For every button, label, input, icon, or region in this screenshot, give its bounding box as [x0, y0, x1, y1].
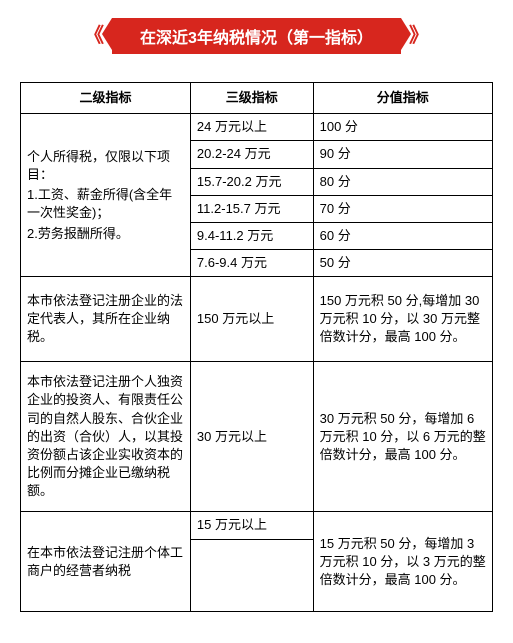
header-col3: 分值指标	[313, 83, 492, 114]
table-row: 本市依法登记注册个人独资企业的投资人、有限责任公司的自然人股东、合伙企业的出资（…	[21, 362, 493, 512]
score-cell: 60 分	[313, 222, 492, 249]
range-cell: 15 万元以上	[190, 512, 313, 539]
desc-line: 1.工资、薪金所得(含全年一次性奖金)；	[27, 186, 184, 222]
header-col1: 二级指标	[21, 83, 191, 114]
rule-cell: 15 万元积 50 分，每增加 3 万元积 10 分，以 3 万元的整倍数计分，…	[313, 512, 492, 612]
rule-cell: 150 万元积 50 分,每增加 30 万元积 10 分，以 30 万元整倍数计…	[313, 277, 492, 362]
table-row: 个人所得税，仅限以下项目： 1.工资、薪金所得(含全年一次性奖金)； 2.劳务报…	[21, 114, 493, 141]
page-banner: 在深近3年纳税情况（第一指标）	[112, 18, 401, 54]
rule-cell: 30 万元积 50 分，每增加 6 万元积 10 分，以 6 万元的整倍数计分，…	[313, 362, 492, 512]
chevron-right-icon: 》	[409, 26, 429, 46]
range-cell: 30 万元以上	[190, 362, 313, 512]
table-row: 本市依法登记注册企业的法定代表人，其所在企业纳税。 150 万元以上 150 万…	[21, 277, 493, 362]
range-cell: 7.6-9.4 万元	[190, 250, 313, 277]
score-cell: 90 分	[313, 141, 492, 168]
desc-line: 2.劳务报酬所得。	[27, 225, 184, 243]
chevron-left-icon: 《	[84, 26, 104, 46]
banner-row: 《 在深近3年纳税情况（第一指标） 》	[20, 18, 493, 54]
section2-desc: 本市依法登记注册企业的法定代表人，其所在企业纳税。	[21, 277, 191, 362]
table-row: 在本市依法登记注册个体工商户的经营者纳税 15 万元以上 15 万元积 50 分…	[21, 512, 493, 539]
desc-line: 个人所得税，仅限以下项目：	[27, 148, 184, 184]
range-cell: 150 万元以上	[190, 277, 313, 362]
section1-desc: 个人所得税，仅限以下项目： 1.工资、薪金所得(含全年一次性奖金)； 2.劳务报…	[21, 114, 191, 277]
range-cell: 24 万元以上	[190, 114, 313, 141]
range-cell: 20.2-24 万元	[190, 141, 313, 168]
table-header-row: 二级指标 三级指标 分值指标	[21, 83, 493, 114]
section3-desc: 本市依法登记注册个人独资企业的投资人、有限责任公司的自然人股东、合伙企业的出资（…	[21, 362, 191, 512]
range-cell: 11.2-15.7 万元	[190, 195, 313, 222]
score-cell: 70 分	[313, 195, 492, 222]
section4-desc: 在本市依法登记注册个体工商户的经营者纳税	[21, 512, 191, 612]
range-cell: 9.4-11.2 万元	[190, 222, 313, 249]
range-cell: 15.7-20.2 万元	[190, 168, 313, 195]
score-cell: 80 分	[313, 168, 492, 195]
score-cell: 100 分	[313, 114, 492, 141]
score-cell: 50 分	[313, 250, 492, 277]
empty-cell	[190, 539, 313, 612]
header-col2: 三级指标	[190, 83, 313, 114]
score-table: 二级指标 三级指标 分值指标 个人所得税，仅限以下项目： 1.工资、薪金所得(含…	[20, 82, 493, 612]
